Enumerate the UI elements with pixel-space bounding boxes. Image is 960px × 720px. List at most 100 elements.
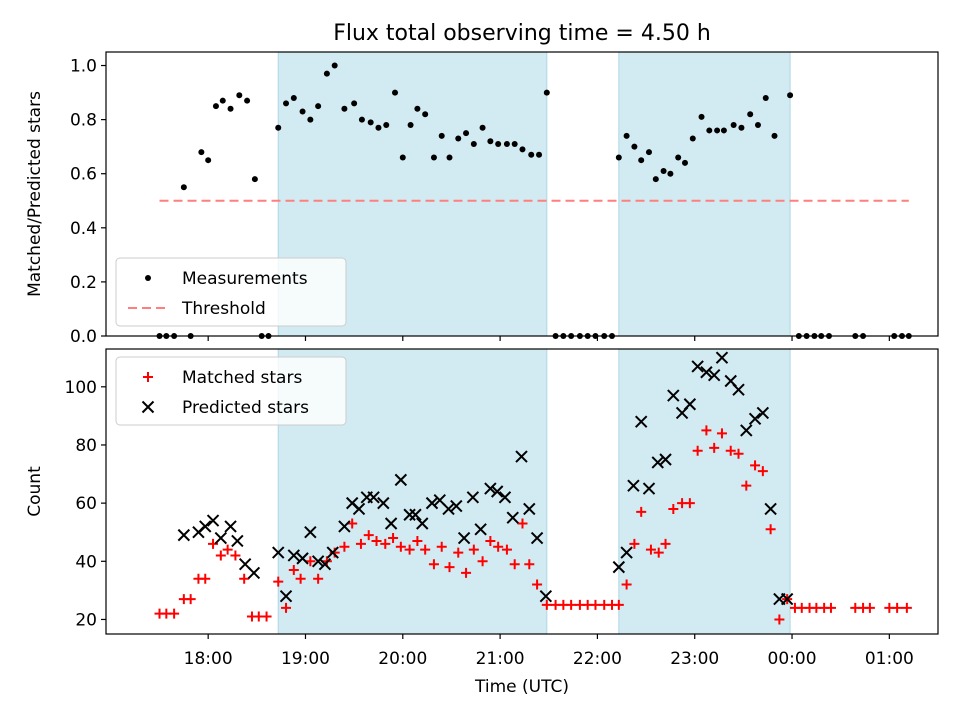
predicted-star-point bbox=[425, 496, 439, 510]
matched-star-point bbox=[765, 524, 776, 535]
legend-predicted-swatch bbox=[141, 400, 155, 414]
measurement-point bbox=[470, 140, 477, 147]
legend-matched-swatch bbox=[143, 372, 153, 382]
matched-star-point bbox=[501, 544, 512, 555]
matched-star-point bbox=[428, 559, 439, 570]
matched-star-point bbox=[453, 547, 464, 558]
x-tick-label: 21:00 bbox=[476, 649, 525, 669]
x-tick-label: 19:00 bbox=[281, 649, 330, 669]
predicted-star-point bbox=[279, 589, 293, 603]
matched-star-point bbox=[215, 550, 226, 561]
measurement-point bbox=[495, 140, 502, 147]
predicted-star-point bbox=[304, 526, 317, 539]
y-tick-label: 100 bbox=[65, 378, 97, 398]
predicted-star-point bbox=[667, 389, 680, 402]
predicted-star-point bbox=[642, 482, 656, 495]
measurement-point bbox=[543, 89, 550, 96]
measurement-point bbox=[762, 94, 769, 101]
measurement-point bbox=[358, 116, 365, 123]
predicted-star-point bbox=[707, 368, 721, 382]
predicted-star-point bbox=[740, 424, 753, 437]
measurement-point bbox=[315, 103, 322, 110]
figure-title: Flux total observing time = 4.50 h bbox=[333, 21, 711, 46]
measurement-point bbox=[283, 100, 290, 107]
x-tick-label: 22:00 bbox=[573, 649, 622, 669]
legend-label: Threshold bbox=[181, 299, 266, 319]
measurement-point bbox=[536, 151, 543, 158]
measurement-point bbox=[198, 149, 205, 156]
predicted-star-point bbox=[247, 566, 261, 580]
matched-star-point bbox=[709, 442, 720, 453]
ratio-panel: 0.0 0.2 0.4 0.6 0.8 1.0 Matched/Predicted star… bbox=[25, 51, 939, 347]
predicted-star-point bbox=[403, 508, 416, 521]
measurement-point bbox=[275, 124, 282, 131]
predicted-star-point bbox=[199, 520, 212, 533]
measurement-point bbox=[638, 157, 645, 164]
measurement-point bbox=[747, 111, 754, 118]
measurement-point bbox=[511, 140, 518, 147]
matched-star-point bbox=[288, 565, 299, 576]
measurement-point bbox=[180, 184, 187, 191]
measurement-point bbox=[290, 94, 297, 101]
predicted-star-point bbox=[748, 412, 762, 426]
measurement-point bbox=[351, 100, 358, 107]
measurement-point bbox=[227, 105, 234, 112]
predicted-star-point bbox=[231, 534, 244, 548]
matched-star-point bbox=[477, 556, 488, 567]
y-axis-label: Matched/Predicted stars bbox=[25, 91, 45, 297]
matched-star-point bbox=[701, 425, 712, 436]
matched-star-point bbox=[733, 448, 744, 459]
matched-star-point bbox=[261, 611, 272, 622]
matched-star-point bbox=[741, 480, 752, 491]
x-tick-label: 18:00 bbox=[184, 649, 233, 669]
legend-box bbox=[115, 257, 347, 327]
legend-label: Measurements bbox=[182, 269, 308, 289]
y-tick-label: 0.6 bbox=[70, 165, 97, 185]
matched-star-point bbox=[444, 562, 455, 573]
measurement-point bbox=[681, 159, 688, 166]
y-tick-label: 40 bbox=[75, 552, 97, 572]
predicted-star-point bbox=[627, 479, 640, 492]
matched-star-point bbox=[901, 602, 912, 613]
matched-star-point bbox=[371, 535, 382, 546]
predicted-star-point bbox=[466, 491, 480, 504]
measurement-point bbox=[771, 132, 778, 139]
predicted-star-point bbox=[177, 528, 191, 542]
predicted-star-point bbox=[296, 552, 309, 565]
measurement-point bbox=[212, 103, 219, 110]
matched-star-point bbox=[230, 550, 241, 561]
x-tick-label: 20:00 bbox=[378, 649, 427, 669]
measurement-point bbox=[787, 92, 794, 99]
matched-star-point bbox=[339, 541, 350, 552]
measurement-point bbox=[244, 97, 251, 104]
measurement-point bbox=[430, 154, 437, 161]
matched-star-point bbox=[208, 538, 219, 549]
measurement-point bbox=[219, 97, 226, 104]
measurement-point bbox=[446, 154, 453, 161]
measurement-point bbox=[689, 135, 696, 142]
predicted-star-point bbox=[715, 351, 729, 364]
matched-star-point bbox=[774, 614, 785, 625]
measurement-point bbox=[375, 124, 382, 131]
measurement-point bbox=[463, 130, 470, 137]
matched-star-point bbox=[621, 579, 632, 590]
measurement-point bbox=[438, 132, 445, 139]
axes-frame bbox=[105, 348, 939, 635]
measurement-point bbox=[645, 149, 652, 156]
measurement-point bbox=[399, 154, 406, 161]
predicted-star-point bbox=[732, 383, 745, 396]
matched-star-point bbox=[864, 602, 875, 613]
measurement-point bbox=[414, 105, 421, 112]
x-tick-label: 01:00 bbox=[865, 649, 914, 669]
predicted-star-point bbox=[224, 520, 237, 533]
legend-box bbox=[115, 356, 347, 426]
matched-star-point bbox=[281, 602, 292, 613]
measurement-point bbox=[383, 122, 390, 129]
matched-star-point bbox=[169, 608, 180, 619]
predicted-star-point bbox=[214, 531, 228, 545]
matched-star-point bbox=[566, 599, 577, 610]
predicted-star-point bbox=[450, 499, 463, 513]
measurement-point bbox=[706, 127, 713, 134]
measurement-point bbox=[631, 143, 638, 150]
measurement-point bbox=[623, 132, 630, 139]
